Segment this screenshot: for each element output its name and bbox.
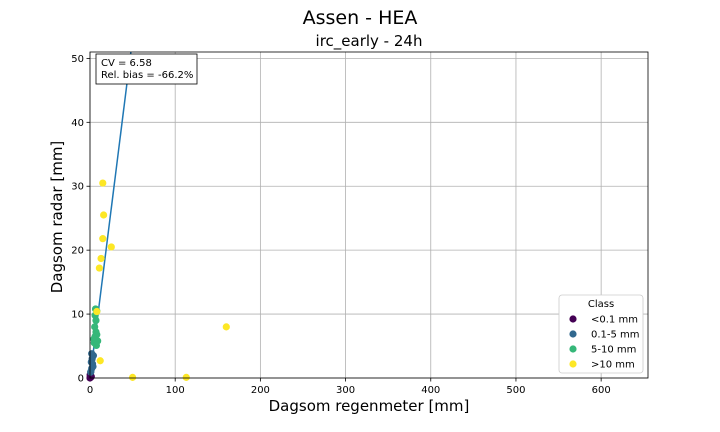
chart-title: Assen - HEA: [303, 7, 418, 29]
x-tick-label: 100: [166, 385, 185, 396]
cv-text: CV = 6.58: [101, 58, 152, 69]
x-tick-label: 500: [506, 385, 525, 396]
data-point-series-1: [87, 368, 95, 376]
data-point-series-3: [222, 323, 230, 331]
y-tick-label: 0: [78, 374, 84, 385]
legend-label: >10 mm: [591, 360, 635, 371]
legend-label: <0.1 mm: [591, 315, 638, 326]
legend-label: 0.1-5 mm: [591, 330, 640, 341]
data-point-series-3: [95, 264, 103, 272]
y-tick-label: 20: [71, 246, 84, 257]
data-point-series-2: [90, 335, 98, 343]
legend: Class <0.1 mm 0.1-5 mm 5-10 mm >10 mm: [558, 294, 644, 374]
y-axis-ticks: 0 10 20 30 40 50: [71, 54, 90, 385]
data-point-series-3: [107, 243, 115, 251]
stats-box: CV = 6.58 Rel. bias = -66.2%: [95, 53, 198, 85]
x-axis-ticks: 0 100 200 300 400 500 600: [87, 378, 611, 396]
x-tick-label: 300: [336, 385, 355, 396]
legend-label: 5-10 mm: [591, 345, 636, 356]
grid-lines: [89, 52, 648, 379]
y-tick-label: 50: [71, 54, 84, 65]
data-point-series-3: [93, 307, 101, 316]
data-points: [86, 179, 230, 382]
x-tick-label: 400: [421, 385, 440, 396]
legend-title: Class: [588, 299, 614, 310]
chart-subtitle: irc_early - 24h: [316, 32, 423, 51]
data-point-series-2: [92, 341, 100, 349]
legend-marker: [569, 360, 577, 368]
legend-marker: [569, 330, 577, 338]
data-point-series-3: [96, 357, 104, 365]
y-tick-label: 10: [71, 310, 84, 321]
data-point-series-2: [91, 323, 99, 331]
x-tick-label: 0: [87, 385, 93, 396]
x-tick-label: 600: [592, 385, 611, 396]
y-axis-label: Dagsom radar [mm]: [48, 141, 66, 294]
plot-area: [86, 51, 230, 382]
x-axis-label: Dagsom regenmeter [mm]: [269, 397, 470, 415]
x-tick-label: 200: [251, 385, 270, 396]
data-point-series-3: [99, 235, 107, 243]
data-point-series-3: [99, 179, 107, 187]
legend-marker: [569, 345, 577, 353]
data-point-series-1: [88, 350, 96, 358]
data-point-series-3: [97, 254, 105, 263]
bias-text: Rel. bias = -66.2%: [101, 70, 193, 81]
y-tick-label: 40: [71, 118, 84, 129]
legend-marker: [569, 315, 577, 323]
data-point-series-3: [128, 373, 137, 381]
data-point-series-3: [182, 373, 190, 381]
y-tick-label: 30: [71, 182, 84, 193]
axes-frame: [89, 51, 649, 379]
data-point-series-1: [89, 362, 97, 371]
data-point-series-3: [100, 211, 108, 219]
